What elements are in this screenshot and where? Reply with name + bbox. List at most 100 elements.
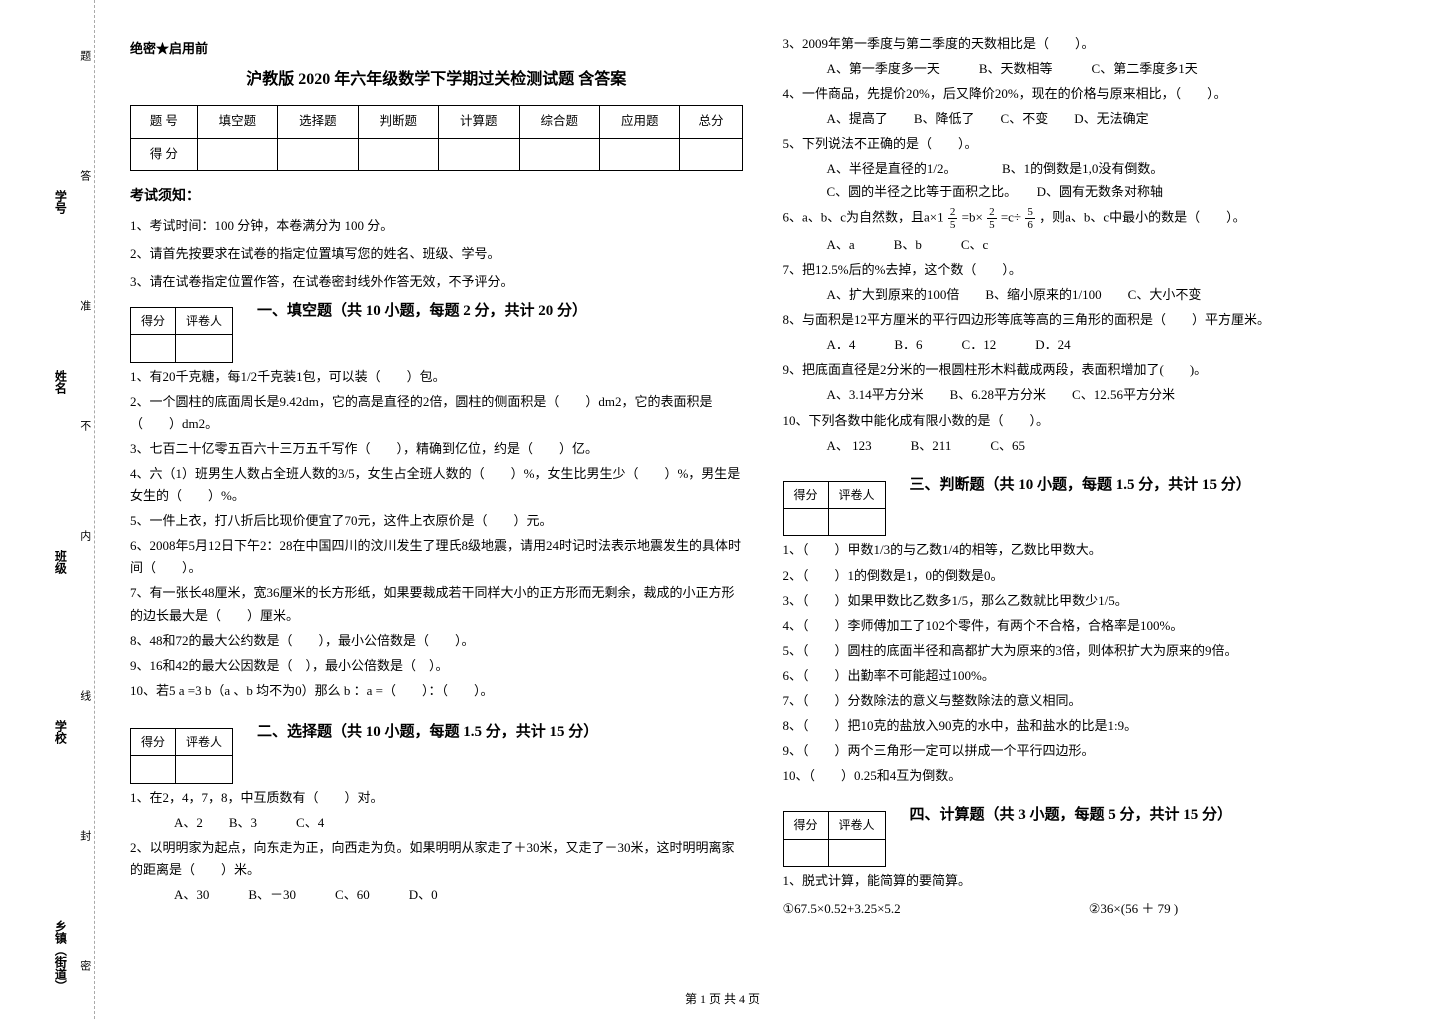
secret-label: 绝密★启用前 (130, 38, 743, 60)
judge-q8: 8、（ ）把10克的盐放入90克的水中，盐和盐水的比是1:9。 (783, 715, 1396, 737)
seal-char: 答 (75, 170, 94, 181)
judge-q5: 5、（ ）圆柱的底面半径和高都扩大为原来的3倍，则体积扩大为原来的9倍。 (783, 640, 1396, 662)
fill-q10: 10、若5 a =3 b（a 、b 均不为0）那么 b ：a =（ ）：（ ）。 (130, 680, 743, 702)
choice-q9: 9、把底面直径是2分米的一根圆柱形木料截成两段，表面积增加了( )。 (783, 359, 1396, 381)
choice-q2: 2、以明明家为起点，向东走为正，向西走为负。如果明明从家走了＋30米，又走了－3… (130, 837, 743, 881)
choice-q7: 7、把12.5%后的%去掉，这个数（ ）。 (783, 259, 1396, 281)
score-col: 总分 (680, 106, 742, 138)
score-box: 得分评卷人 (130, 728, 233, 784)
score-box-cell (176, 335, 233, 362)
score-cell (599, 138, 679, 170)
judge-q10: 10、（ ）0.25和4互为倒数。 (783, 765, 1396, 787)
score-cell: 得 分 (131, 138, 198, 170)
choice-q1-opts: A、2 B、3 C、4 (148, 812, 743, 834)
judge-q6: 6、（ ）出勤率不可能超过100%。 (783, 665, 1396, 687)
choice-q6-mid2: =c÷ (1001, 209, 1021, 224)
score-table: 题 号 填空题 选择题 判断题 计算题 综合题 应用题 总分 得 分 (130, 105, 743, 171)
seal-char: 密 (75, 960, 94, 971)
choice-q6-mid: =b× (962, 209, 983, 224)
binding-field-class: 班级 (50, 550, 70, 574)
judge-q3: 3、（ ）如果甲数比乙数多1/5，那么乙数就比甲数少1/5。 (783, 590, 1396, 612)
exam-notice-line: 1、考试时间：100 分钟，本卷满分为 100 分。 (130, 215, 743, 237)
score-col: 题 号 (131, 106, 198, 138)
score-cell (439, 138, 519, 170)
choice-q10-opts: A、 123 B、211 C、65 (801, 435, 1396, 457)
choice-q5-opts: A、半径是直径的1/2。 B、1的倒数是1,0没有倒数。 C、圆的半径之比等于面… (801, 158, 1396, 202)
score-col: 计算题 (439, 106, 519, 138)
choice-q6-tail: ，则a、b、c中最小的数是（ ）。 (1039, 209, 1246, 224)
fill-q8: 8、48和72的最大公约数是（ ），最小公倍数是（ ）。 (130, 630, 743, 652)
score-box-cell (783, 509, 828, 536)
choice-q4: 4、一件商品，先提价20%，后又降价20%，现在的价格与原来相比，（ ）。 (783, 83, 1396, 105)
score-box: 得分评卷人 (130, 307, 233, 363)
binding-field-township: 乡镇（街道） (50, 920, 70, 992)
fill-q2: 2、一个圆柱的底面周长是9.42dm，它的高是直径的2倍，圆柱的侧面积是（ ）d… (130, 391, 743, 435)
section3-title: 三、判断题（共 10 小题，每题 1.5 分，共计 15 分） (910, 473, 1251, 499)
score-box-cell (828, 839, 885, 866)
score-cell (680, 138, 742, 170)
calc-q1: ①67.5×0.52+3.25×5.2 (783, 898, 1089, 920)
section1-title: 一、填空题（共 10 小题，每题 2 分，共计 20 分） (257, 299, 587, 325)
score-box-cell: 评卷人 (176, 307, 233, 334)
seal-char: 线 (75, 690, 94, 701)
fill-q6: 6、2008年5月12日下午2：28在中国四川的汶川发生了理氏8级地震，请用24… (130, 535, 743, 579)
score-box-cell: 评卷人 (828, 812, 885, 839)
exam-notice-line: 3、请在试卷指定位置作答，在试卷密封线外作答无效，不予评分。 (130, 271, 743, 293)
choice-q8: 8、与面积是12平方厘米的平行四边形等底等高的三角形的面积是（ ）平方厘米。 (783, 309, 1396, 331)
calc-q2: ②36×(56 ＋ 79 ) (1089, 898, 1395, 920)
left-column: 绝密★启用前 沪教版 2020 年六年级数学下学期过关检测试题 含答案 题 号 … (130, 30, 743, 923)
choice-q4-opts: A、提高了 B、降低了 C、不变 D、无法确定 (801, 108, 1396, 130)
binding-field-school: 学校 (50, 720, 70, 744)
choice-q6-lead: 6、a、b、c为自然数，且a×1 (783, 209, 944, 224)
binding-field-id: 学号 (50, 190, 70, 214)
fill-q7: 7、有一张长48厘米，宽36厘米的长方形纸，如果要裁成若干同样大小的正方形而无剩… (130, 582, 743, 626)
exam-notice-line: 2、请首先按要求在试卷的指定位置填写您的姓名、班级、学号。 (130, 243, 743, 265)
score-col: 应用题 (599, 106, 679, 138)
judge-q1: 1、（ ）甲数1/3的与乙数1/4的相等，乙数比甲数大。 (783, 539, 1396, 561)
exam-notice-title: 考试须知： (130, 185, 743, 209)
score-box-cell (783, 839, 828, 866)
score-box-cell: 评卷人 (828, 481, 885, 508)
choice-q1: 1、在2，4，7，8，中互质数有（ ）对。 (130, 787, 743, 809)
seal-char: 准 (75, 300, 94, 311)
judge-q4: 4、（ ）李师傅加工了102个零件，有两个不合格，合格率是100%。 (783, 615, 1396, 637)
score-col: 填空题 (197, 106, 277, 138)
binding-field-name: 姓名 (50, 370, 70, 394)
score-box-cell (176, 756, 233, 783)
fraction: 56 (1025, 206, 1035, 231)
judge-q9: 9、（ ）两个三角形一定可以拼成一个平行四边形。 (783, 740, 1396, 762)
fill-q9: 9、16和42的最大公因数是（ ），最小公倍数是（ ）。 (130, 655, 743, 677)
fraction: 25 (948, 206, 958, 231)
judge-q2: 2、（ ）1的倒数是1，0的倒数是0。 (783, 565, 1396, 587)
seal-char: 题 (75, 50, 94, 61)
page-footer: 第 1 页 共 4 页 (0, 989, 1445, 1009)
score-col: 综合题 (519, 106, 599, 138)
choice-q6: 6、a、b、c为自然数，且a×1 25 =b× 25 =c÷ 56 ，则a、b、… (783, 206, 1396, 231)
score-box: 得分评卷人 (783, 811, 886, 867)
score-box-cell: 评卷人 (176, 728, 233, 755)
score-cell (519, 138, 599, 170)
score-cell (358, 138, 438, 170)
judge-q7: 7、（ ）分数除法的意义与整数除法的意义相同。 (783, 690, 1396, 712)
score-box-cell (828, 509, 885, 536)
score-box-cell: 得分 (783, 812, 828, 839)
score-box-cell: 得分 (783, 481, 828, 508)
fill-q3: 3、七百二十亿零五百六十三万五千写作（ ），精确到亿位，约是（ ）亿。 (130, 438, 743, 460)
score-box-cell: 得分 (131, 307, 176, 334)
fraction: 25 (987, 206, 997, 231)
choice-q7-opts: A、扩大到原来的100倍 B、缩小原来的1/100 C、大小不变 (801, 284, 1396, 306)
calc-lead: 1、脱式计算，能简算的要简算。 (783, 870, 1396, 892)
section4-title: 四、计算题（共 3 小题，每题 5 分，共计 15 分） (910, 803, 1233, 829)
seal-char: 封 (75, 830, 94, 841)
choice-q6-opts: A、a B、b C、c (801, 234, 1396, 256)
score-col: 选择题 (278, 106, 358, 138)
choice-q2-opts: A、30 B、－30 C、60 D、0 (148, 884, 743, 906)
choice-q3-opts: A、第一季度多一天 B、天数相等 C、第二季度多1天 (801, 58, 1396, 80)
fill-q4: 4、六（1）班男生人数占全班人数的3/5，女生占全班人数的（ ）%，女生比男生少… (130, 463, 743, 507)
score-col: 判断题 (358, 106, 438, 138)
choice-q8-opts: A．4 B．6 C．12 D．24 (801, 334, 1396, 356)
score-cell (278, 138, 358, 170)
section2-title: 二、选择题（共 10 小题，每题 1.5 分，共计 15 分） (257, 720, 598, 746)
seal-char: 不 (75, 420, 94, 431)
score-cell (197, 138, 277, 170)
